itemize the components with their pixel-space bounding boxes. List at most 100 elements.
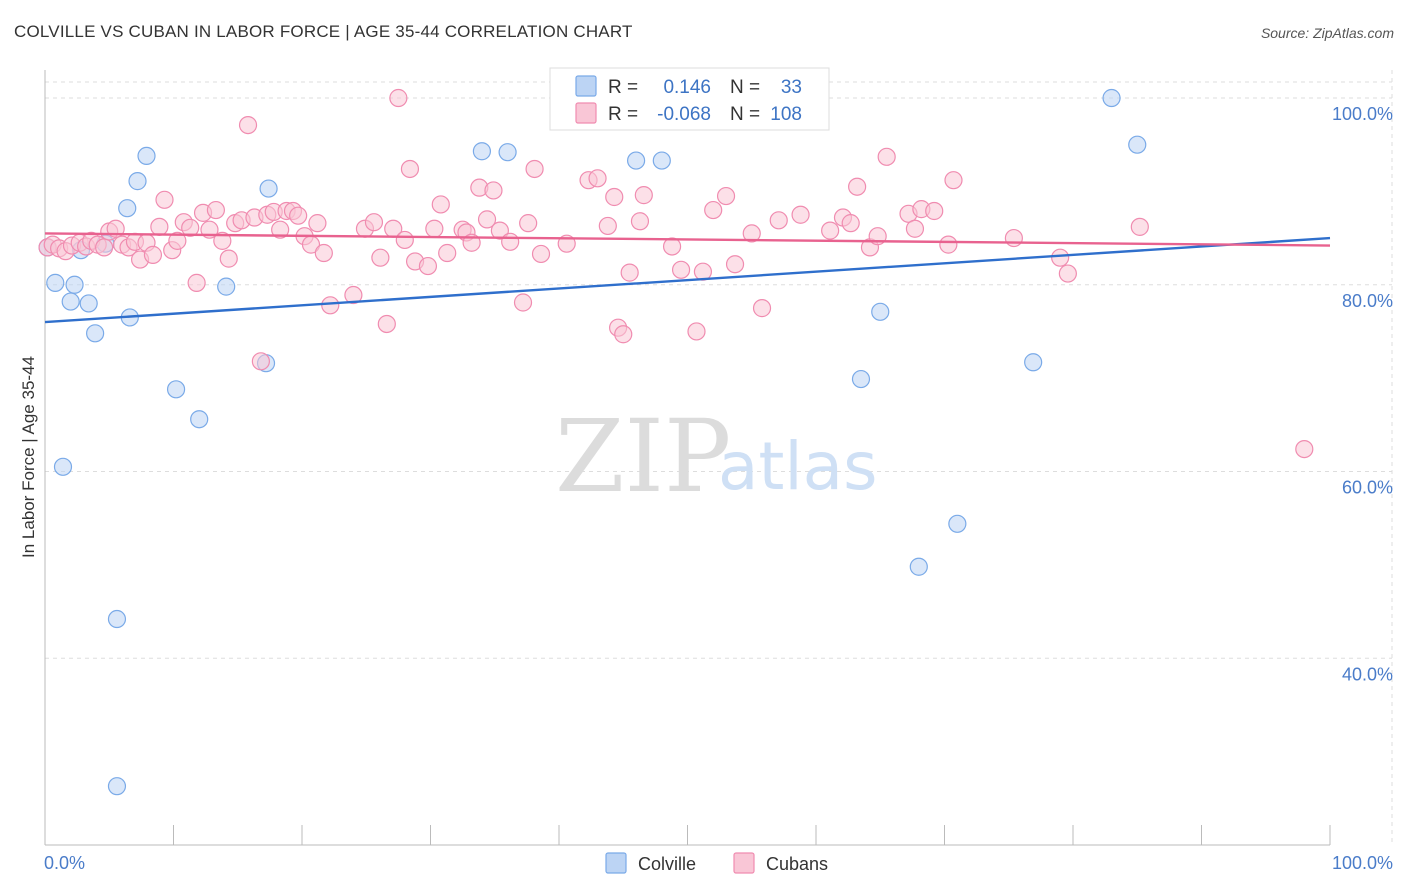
point-cubans bbox=[431, 195, 450, 214]
point-colville bbox=[851, 369, 871, 389]
point-colville bbox=[626, 151, 646, 170]
point-cubans bbox=[490, 221, 509, 240]
point-colville bbox=[65, 275, 84, 294]
stats-legend: R = 0.146 N = 33 R = -0.068 N = 108 bbox=[549, 67, 830, 131]
point-cubans bbox=[630, 212, 650, 231]
point-cubans bbox=[377, 314, 396, 334]
point-colville bbox=[871, 302, 890, 321]
point-colville bbox=[46, 273, 65, 292]
point-cubans bbox=[438, 243, 457, 263]
point-cubans bbox=[944, 171, 963, 190]
point-cubans bbox=[905, 219, 925, 238]
point-cubans bbox=[308, 214, 327, 233]
legend-swatch-colville bbox=[605, 852, 627, 874]
point-colville bbox=[1128, 135, 1147, 154]
source-credit: Source: ZipAtlas.com bbox=[1260, 25, 1394, 41]
point-cubans bbox=[289, 206, 308, 225]
point-cubans bbox=[531, 244, 551, 264]
point-colville bbox=[259, 179, 278, 198]
point-cubans bbox=[821, 221, 840, 240]
point-cubans bbox=[321, 296, 340, 315]
point-cubans bbox=[314, 243, 333, 263]
point-cubans bbox=[588, 169, 607, 188]
axes bbox=[44, 70, 1331, 846]
point-cubans bbox=[206, 200, 226, 220]
y-tick-label: 60.0% bbox=[1342, 478, 1393, 498]
point-cubans bbox=[513, 293, 533, 312]
point-cubans bbox=[662, 237, 682, 256]
point-cubans bbox=[634, 186, 653, 205]
point-colville bbox=[107, 777, 127, 796]
point-cubans bbox=[187, 273, 206, 292]
stats-r-value: -0.068 bbox=[657, 104, 711, 125]
point-cubans bbox=[1130, 217, 1149, 236]
point-cubans bbox=[400, 159, 420, 179]
point-cubans bbox=[939, 235, 958, 254]
watermark-zip: ZIP bbox=[555, 398, 731, 515]
stats-swatch bbox=[575, 75, 597, 97]
stats-n-label: N = bbox=[730, 104, 760, 125]
point-cubans bbox=[687, 322, 706, 341]
stats-n-value: 108 bbox=[770, 104, 802, 125]
point-colville bbox=[498, 143, 517, 162]
point-cubans bbox=[716, 186, 736, 206]
point-cubans bbox=[238, 115, 258, 135]
point-cubans bbox=[251, 352, 270, 371]
point-cubans bbox=[418, 256, 438, 276]
point-cubans bbox=[364, 213, 384, 232]
point-cubans bbox=[425, 219, 444, 238]
point-cubans bbox=[477, 210, 497, 229]
point-cubans bbox=[525, 159, 544, 179]
point-colville bbox=[137, 146, 156, 166]
point-cubans bbox=[841, 214, 860, 233]
tick-labels: 40.0% 60.0% 80.0% 100.0% 0.0% 100.0% bbox=[44, 104, 1393, 873]
point-cubans bbox=[150, 217, 169, 236]
point-cubans bbox=[614, 325, 633, 344]
legend-label-colville: Colville bbox=[638, 854, 696, 874]
point-cubans bbox=[501, 232, 520, 251]
point-cubans bbox=[168, 231, 187, 250]
point-cubans bbox=[605, 187, 624, 207]
point-colville bbox=[1024, 353, 1043, 372]
point-cubans bbox=[1051, 248, 1070, 267]
x-tick-label: 0.0% bbox=[44, 853, 85, 873]
point-colville bbox=[948, 514, 967, 533]
point-cubans bbox=[519, 214, 538, 233]
point-cubans bbox=[344, 285, 363, 305]
point-cubans bbox=[725, 255, 745, 274]
point-colville bbox=[190, 410, 209, 429]
point-colville bbox=[118, 199, 137, 218]
point-cubans bbox=[704, 200, 723, 220]
point-colville bbox=[909, 557, 928, 576]
stats-r-label: R = bbox=[608, 77, 638, 98]
point-colville bbox=[166, 380, 186, 399]
point-cubans bbox=[371, 248, 390, 267]
point-colville bbox=[86, 324, 105, 343]
point-cubans bbox=[181, 218, 200, 237]
chart-title: COLVILLE VS CUBAN IN LABOR FORCE | AGE 3… bbox=[14, 22, 633, 41]
y-tick-label: 100.0% bbox=[1332, 104, 1393, 124]
point-cubans bbox=[877, 147, 896, 166]
watermark: ZIP atlas bbox=[555, 398, 878, 515]
gridlines bbox=[45, 70, 1393, 845]
point-cubans bbox=[1295, 439, 1314, 459]
x-tick-label: 100.0% bbox=[1332, 853, 1393, 873]
point-cubans bbox=[143, 245, 163, 264]
watermark-atlas: atlas bbox=[718, 428, 878, 505]
point-cubans bbox=[95, 238, 114, 257]
y-tick-label: 80.0% bbox=[1342, 291, 1393, 311]
stats-n-value: 33 bbox=[781, 77, 802, 98]
point-colville bbox=[472, 142, 491, 161]
point-cubans bbox=[791, 205, 810, 224]
legend-label-cubans: Cubans bbox=[766, 854, 828, 874]
point-cubans bbox=[395, 230, 414, 250]
point-colville bbox=[53, 457, 73, 476]
trend-line-colville bbox=[44, 236, 1331, 324]
y-axis-label: In Labor Force | Age 35-44 bbox=[19, 356, 38, 558]
point-cubans bbox=[752, 299, 772, 318]
point-cubans bbox=[742, 224, 761, 243]
point-cubans bbox=[848, 177, 867, 196]
stats-swatch bbox=[575, 102, 597, 124]
point-cubans bbox=[271, 220, 290, 239]
